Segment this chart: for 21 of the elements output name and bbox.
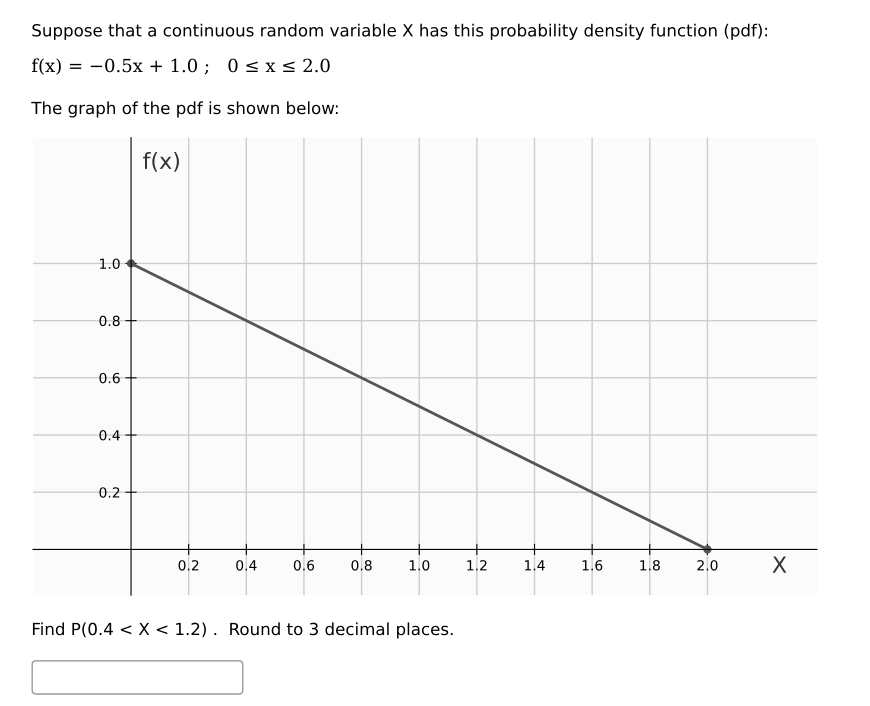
x-tick-label: 0.8	[351, 560, 372, 571]
chart-title: Suppose that a continuous random variable X has this probability density function (pdf):	[32, 24, 768, 40]
x-tick-label: 1.4	[524, 560, 545, 570]
y-tick-label: 1.0	[100, 258, 120, 269]
x-tick-label: 0.6	[294, 560, 314, 571]
y-tick-label: 0.4	[99, 430, 120, 441]
x-tick-label: 1.8	[640, 560, 660, 571]
y-tick-label: 0.2	[99, 487, 120, 498]
x-tick-label: 2.0	[697, 560, 718, 571]
x-axis-title: X	[772, 556, 786, 573]
text: Find P(0.4 < X < 1.2) . Round to 3 decimal places.	[32, 622, 453, 639]
y-axis-title: f(x)	[143, 152, 179, 172]
text: The graph of the pdf is shown below:	[31, 101, 338, 118]
x-tick-label: 0.2	[178, 560, 198, 571]
x-tick-label: 1.0	[410, 560, 430, 571]
y-tick-label: 0.6	[99, 372, 120, 384]
chart-subtitle: f(x) = −0.5x + 1.0 ; 0 ≤ x ≤ 2.0	[32, 58, 330, 75]
x-tick-label: 1.2	[467, 560, 487, 570]
y-tick-label: 0.8	[99, 316, 120, 326]
x-tick-label: 1.6	[582, 560, 602, 571]
x-tick-label: 0.4	[236, 560, 257, 571]
